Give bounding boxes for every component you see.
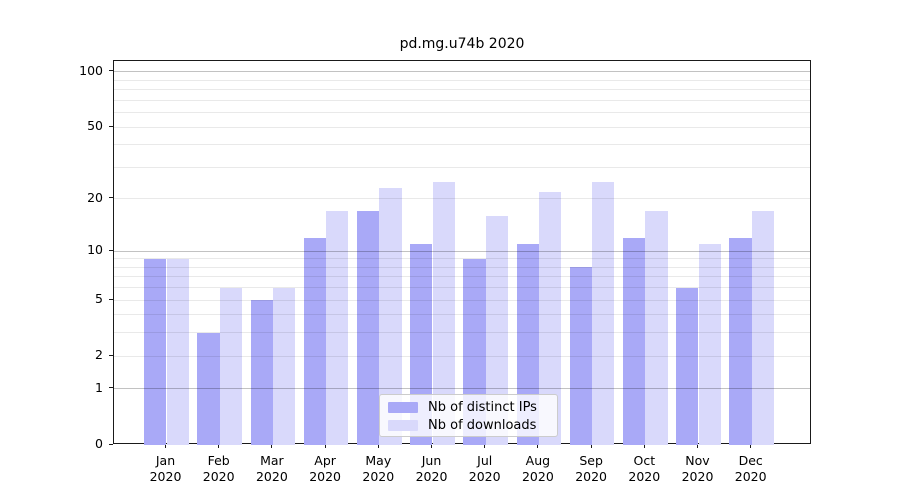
legend-item-downloads: Nb of downloads bbox=[388, 417, 549, 434]
bar-nb-of-downloads-apr bbox=[326, 211, 349, 445]
x-axis-tick bbox=[218, 444, 220, 448]
y-tick-label: 1 bbox=[95, 379, 103, 395]
x-axis-tick bbox=[697, 444, 698, 448]
bar-nb-of-downloads-jan bbox=[166, 258, 189, 445]
bar-nb-of-distinct-ips-may bbox=[356, 211, 380, 445]
y-tick-label: 2 bbox=[95, 347, 103, 363]
x-tick-label-sep: Sep 2020 bbox=[575, 453, 607, 484]
bar-nb-of-distinct-ips-dec bbox=[729, 237, 752, 445]
bar-nb-of-distinct-ips-sep bbox=[569, 267, 593, 445]
bars-layer bbox=[114, 61, 810, 445]
legend-swatch-distinct-ips bbox=[388, 402, 418, 413]
y-axis-tick bbox=[109, 354, 113, 356]
x-axis-tick bbox=[484, 444, 486, 448]
legend-item-distinct-ips: Nb of distinct IPs bbox=[388, 399, 549, 416]
y-tick-label: 50 bbox=[87, 118, 103, 134]
bar-nb-of-downloads-jun bbox=[432, 181, 455, 445]
x-tick-label-feb: Feb 2020 bbox=[202, 453, 235, 484]
x-tick-label-jul: Jul 2020 bbox=[468, 453, 501, 484]
x-tick-label-jun: Jun 2020 bbox=[415, 453, 448, 484]
bar-nb-of-downloads-jul bbox=[485, 216, 509, 445]
bar-nb-of-downloads-aug bbox=[538, 191, 562, 445]
y-tick-label: 100 bbox=[79, 62, 103, 78]
x-tick-label-may: May 2020 bbox=[362, 453, 395, 484]
x-tick-label-jan: Jan 2020 bbox=[149, 453, 182, 484]
y-axis-tick bbox=[109, 298, 113, 300]
bar-nb-of-distinct-ips-nov bbox=[676, 287, 699, 445]
legend-label-downloads: Nb of downloads bbox=[428, 418, 537, 433]
y-tick-label: 5 bbox=[95, 291, 103, 307]
legend-swatch-downloads bbox=[388, 420, 418, 431]
bar-nb-of-downloads-may bbox=[379, 188, 402, 445]
x-tick-label-nov: Nov 2020 bbox=[681, 453, 714, 484]
x-tick-label-apr: Apr 2020 bbox=[309, 453, 341, 484]
x-axis-tick bbox=[643, 444, 645, 448]
x-axis-tick bbox=[537, 444, 539, 448]
x-tick-label-oct: Oct 2020 bbox=[628, 453, 661, 484]
y-tick-label: 20 bbox=[87, 189, 103, 205]
bar-nb-of-distinct-ips-jan bbox=[144, 258, 167, 445]
x-tick-label-mar: Mar 2020 bbox=[255, 453, 288, 484]
bar-nb-of-downloads-mar bbox=[272, 287, 296, 445]
x-axis-tick bbox=[377, 444, 379, 448]
bar-nb-of-distinct-ips-mar bbox=[250, 300, 273, 445]
bar-nb-of-downloads-feb bbox=[219, 287, 243, 445]
plot-area: Nb of distinct IPs Nb of downloads bbox=[113, 60, 811, 445]
bar-nb-of-distinct-ips-oct bbox=[622, 237, 646, 445]
x-axis-tick bbox=[324, 444, 326, 448]
legend: Nb of distinct IPs Nb of downloads bbox=[379, 394, 558, 437]
y-axis-tick bbox=[109, 70, 113, 72]
y-axis-tick bbox=[109, 197, 113, 199]
x-axis-tick bbox=[165, 444, 166, 448]
x-tick-label-dec: Dec 2020 bbox=[734, 453, 767, 484]
y-tick-label: 10 bbox=[87, 242, 103, 258]
bar-nb-of-downloads-sep bbox=[592, 181, 615, 445]
legend-label-distinct-ips: Nb of distinct IPs bbox=[428, 400, 537, 415]
y-axis-tick bbox=[109, 125, 113, 127]
bar-nb-of-distinct-ips-apr bbox=[303, 237, 327, 445]
y-axis-tick bbox=[109, 387, 113, 389]
x-axis-tick bbox=[271, 444, 273, 448]
x-axis-tick bbox=[431, 444, 432, 448]
bar-nb-of-distinct-ips-feb bbox=[197, 332, 220, 445]
x-axis-tick bbox=[590, 444, 592, 448]
x-axis-tick bbox=[750, 444, 752, 448]
bar-nb-of-downloads-dec bbox=[751, 211, 775, 445]
bar-nb-of-downloads-nov bbox=[698, 244, 721, 445]
y-axis-tick bbox=[109, 249, 113, 251]
chart-title: pd.mg.u74b 2020 bbox=[399, 36, 525, 52]
y-tick-label: 0 bbox=[95, 436, 103, 451]
x-tick-label-aug: Aug 2020 bbox=[521, 453, 554, 484]
y-axis-tick bbox=[109, 443, 113, 445]
bar-nb-of-downloads-oct bbox=[645, 211, 668, 445]
